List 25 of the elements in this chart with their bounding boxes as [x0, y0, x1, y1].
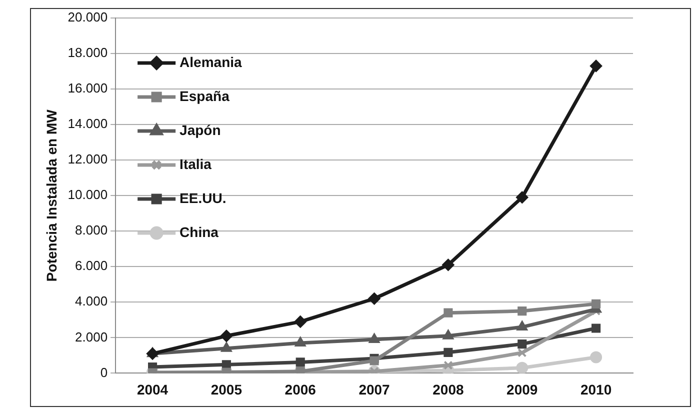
legend-label: Japón	[180, 122, 221, 138]
y-axis-title: Potencia Instalada en MW	[43, 108, 60, 282]
y-tick-label: 18.000	[68, 45, 108, 60]
y-tick-label: 6.000	[75, 258, 108, 274]
y-tick-label: 0	[100, 364, 108, 380]
x-tick-label: 2006	[284, 381, 316, 398]
x-tick-label: 2007	[358, 381, 390, 398]
x-tick-label: 2008	[432, 381, 464, 398]
x-tick-label: 2005	[210, 381, 242, 398]
y-tick-label: 16.000	[68, 80, 108, 96]
legend-label: EE.UU.	[180, 190, 226, 206]
x-tick-label: 2004	[136, 381, 168, 398]
legend-label: España	[180, 88, 230, 104]
y-tick-label: 10.000	[68, 187, 108, 202]
x-tick-label: 2009	[506, 381, 538, 398]
y-tick-label: 14.000	[68, 116, 108, 132]
y-tick-label: 8.000	[75, 222, 108, 238]
legend-label: Alemania	[180, 54, 242, 70]
y-tick-label: 4.000	[75, 294, 108, 309]
y-tick-label: 12.000	[68, 152, 108, 167]
legend-label: Italia	[180, 156, 212, 172]
y-tick-label: 2.000	[75, 329, 108, 344]
legend-label: China	[180, 224, 219, 240]
x-tick-label: 2010	[580, 381, 612, 398]
y-tick-label: 20.000	[68, 10, 108, 25]
